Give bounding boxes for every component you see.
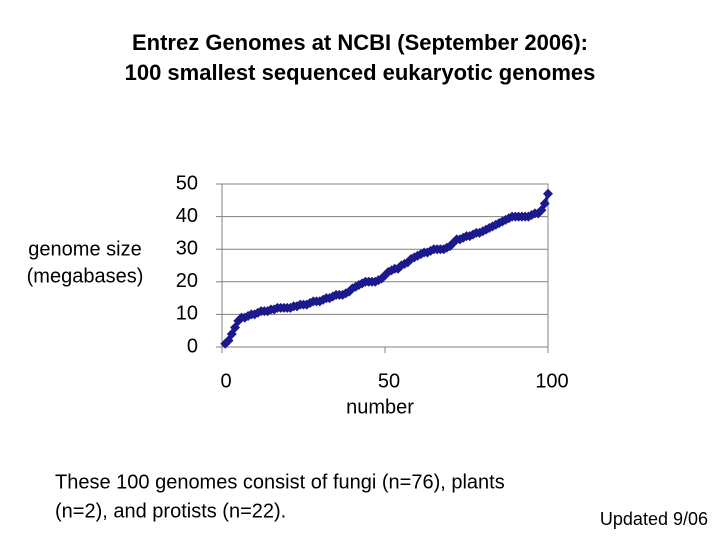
- y-tick-label: 50: [176, 172, 198, 194]
- y-tick-label: 20: [176, 270, 198, 292]
- footnote: Updated 9/06: [600, 509, 708, 529]
- x-tick-label: 0: [220, 370, 231, 392]
- title-line: Entrez Genomes at NCBI (September 2006):: [132, 30, 588, 55]
- title-line: 100 smallest sequenced eukaryotic genome…: [125, 60, 596, 85]
- y-tick-label: 40: [176, 205, 198, 227]
- y-tick-label: 30: [176, 237, 198, 259]
- marker: [543, 188, 553, 199]
- x-tick-label: 100: [535, 370, 568, 392]
- plot-area: [221, 183, 549, 348]
- y-tick-label: 10: [176, 303, 198, 325]
- x-axis-label: number: [346, 396, 414, 418]
- x-tick-label: 50: [378, 370, 400, 392]
- note-line: These 100 genomes consist of fungi (n=76…: [55, 471, 505, 493]
- note-line: (n=2), and protists (n=22).: [55, 500, 286, 522]
- y-tick-label: 0: [187, 335, 198, 357]
- marker: [539, 198, 550, 209]
- y-axis-label: (megabases): [27, 265, 144, 287]
- y-axis-label: genome size: [28, 238, 141, 260]
